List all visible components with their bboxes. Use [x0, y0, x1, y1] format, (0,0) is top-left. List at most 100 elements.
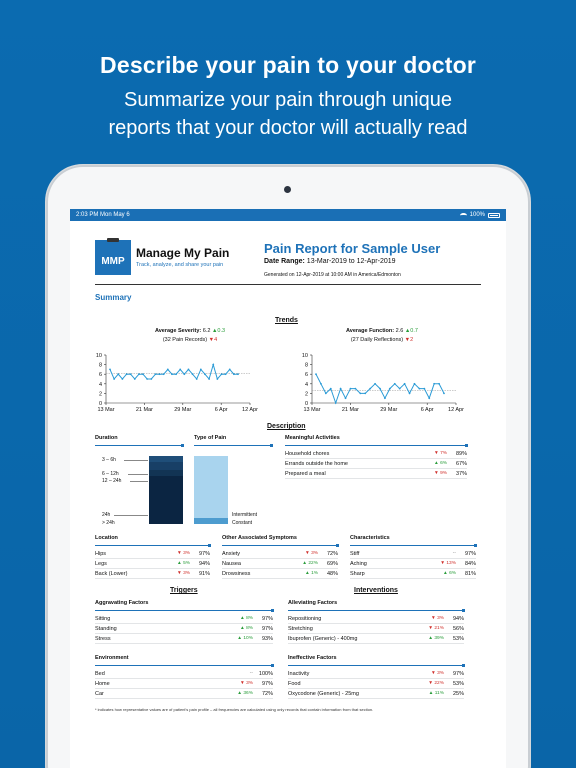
data-point — [344, 397, 347, 400]
summary-title: Summary — [95, 293, 132, 302]
row-change: ▲ 6% — [425, 461, 447, 466]
x-tick-label: 6 Apr — [215, 407, 228, 413]
table-row: Home ▼ 3% 97% — [95, 679, 273, 688]
table-row: Legs ▲ 5% 94% — [95, 559, 210, 568]
alleviating-rule — [288, 609, 465, 612]
function-trend-chart: 10 8 6 4 2 013 Mar 21 Mar 29 Mar 6 Apr 12 Apr — [302, 353, 464, 413]
down-arrow-icon: ▼ — [428, 681, 435, 686]
status-bar: 2:03 PM Mon May 6 100% — [70, 209, 506, 221]
data-point — [191, 373, 194, 376]
down-arrow-icon: ▼ — [239, 681, 247, 686]
up-arrow-icon: ▲ — [433, 461, 441, 466]
row-percent: 94% — [452, 615, 464, 622]
data-point — [364, 392, 367, 395]
subline: Summarize your pain through unique repor… — [0, 86, 576, 142]
x-tick-label: 29 Mar — [174, 407, 191, 413]
table-row: Sitting ▲ 8% 97% — [95, 614, 273, 623]
y-tick-label: 4 — [305, 382, 308, 388]
data-point — [166, 368, 169, 371]
duration-bar — [149, 456, 183, 524]
row-change: ▲ 36% — [231, 691, 253, 696]
row-divider — [95, 623, 273, 624]
data-point — [388, 387, 391, 390]
x-tick-label: 6 Apr — [421, 407, 434, 413]
down-arrow-icon: ▼ — [176, 551, 184, 556]
logo-text: MMP — [101, 256, 125, 267]
data-point — [199, 368, 202, 371]
up-arrow-icon: ▲ — [237, 691, 244, 696]
duration-seg-6-12h — [149, 462, 183, 470]
row-label: Nausea — [222, 560, 241, 567]
data-point — [171, 373, 173, 376]
row-change-value: 3% — [437, 671, 444, 676]
row-change: ▼ 7% — [425, 451, 447, 456]
row-divider — [95, 678, 273, 679]
duration-label-1: 6 – 12h — [102, 471, 119, 477]
interventions-title: Interventions — [354, 587, 398, 594]
up-arrow-icon: ▲ — [237, 636, 244, 641]
x-tick-label: 12 Apr — [448, 407, 464, 413]
duration-leader-3 — [114, 515, 148, 516]
pain-report[interactable]: MMP Manage My Pain Track, analyze, and s… — [70, 221, 506, 768]
type-label-constant: Constant — [232, 520, 253, 526]
row-divider — [95, 698, 273, 699]
meaningful-head: Meaningful Activities — [285, 435, 340, 441]
row-percent: 94% — [198, 560, 210, 567]
brand-name: Manage My Pain — [136, 246, 230, 260]
date-range: Date Range: 13-Mar-2019 to 12-Apr-2019 — [264, 258, 396, 265]
table-row: Back (Lower) ▼ 3% 91% — [95, 569, 210, 578]
row-divider — [95, 568, 210, 569]
meaningful-rule — [285, 444, 468, 447]
x-tick-label: 13 Mar — [97, 407, 114, 413]
row-divider — [288, 688, 464, 689]
row-percent: 48% — [326, 570, 338, 577]
up-arrow-icon: ▲ — [239, 626, 247, 631]
data-point — [428, 397, 431, 400]
type-of-pain-bar — [194, 456, 228, 524]
down-arrow-icon: ▼ — [304, 551, 312, 556]
data-point — [339, 387, 342, 390]
table-row: Errands outside the home ▲ 6% 67% — [285, 459, 467, 468]
up-arrow-icon: ▲ — [442, 571, 450, 576]
row-change: ▼ 13% — [434, 561, 456, 566]
row-percent: 97% — [261, 625, 273, 632]
y-tick-label: 4 — [99, 382, 102, 388]
trends-title: Trends — [275, 317, 298, 324]
row-change-value: 21% — [434, 626, 444, 631]
data-point — [138, 373, 140, 376]
data-point — [418, 387, 421, 390]
table-row: Inactivity ▼ 3% 97% — [288, 669, 464, 678]
severity-caption: Average Severity: 6.2 ▲0.3 (32 Pain Reco… — [130, 328, 250, 343]
data-point — [423, 387, 426, 390]
data-point — [315, 373, 317, 376]
wifi-icon — [459, 212, 467, 218]
row-change-value: 11% — [434, 691, 444, 696]
row-change-value: -- — [249, 671, 253, 676]
row-change: ▲ 39% — [422, 636, 444, 641]
data-point — [228, 368, 231, 371]
data-point — [129, 373, 132, 376]
duration-leader-0 — [124, 460, 148, 461]
row-label: Back (Lower) — [95, 570, 128, 577]
data-point — [142, 373, 144, 376]
severity-records-change: ▼4 — [208, 337, 218, 343]
function-records-change-value: 2 — [410, 337, 414, 343]
row-label: Home — [95, 680, 110, 687]
down-arrow-icon: ▼ — [428, 626, 435, 631]
y-tick-label: 8 — [99, 363, 102, 369]
row-divider — [95, 633, 273, 634]
data-point — [179, 368, 182, 371]
data-point — [393, 382, 396, 385]
data-point — [384, 397, 386, 400]
data-point — [113, 378, 116, 380]
row-change-value: 3% — [183, 571, 190, 576]
data-point — [175, 373, 177, 376]
row-label: Hips — [95, 550, 107, 557]
row-label: Oxycodone (Generic) - 25mg — [288, 690, 359, 697]
row-divider — [288, 698, 464, 699]
x-tick-label: 21 Mar — [136, 407, 153, 413]
battery-icon — [488, 212, 500, 218]
row-divider — [95, 578, 210, 579]
row-change: ▼ 21% — [422, 626, 444, 631]
severity-value: 6.2 — [202, 328, 211, 334]
